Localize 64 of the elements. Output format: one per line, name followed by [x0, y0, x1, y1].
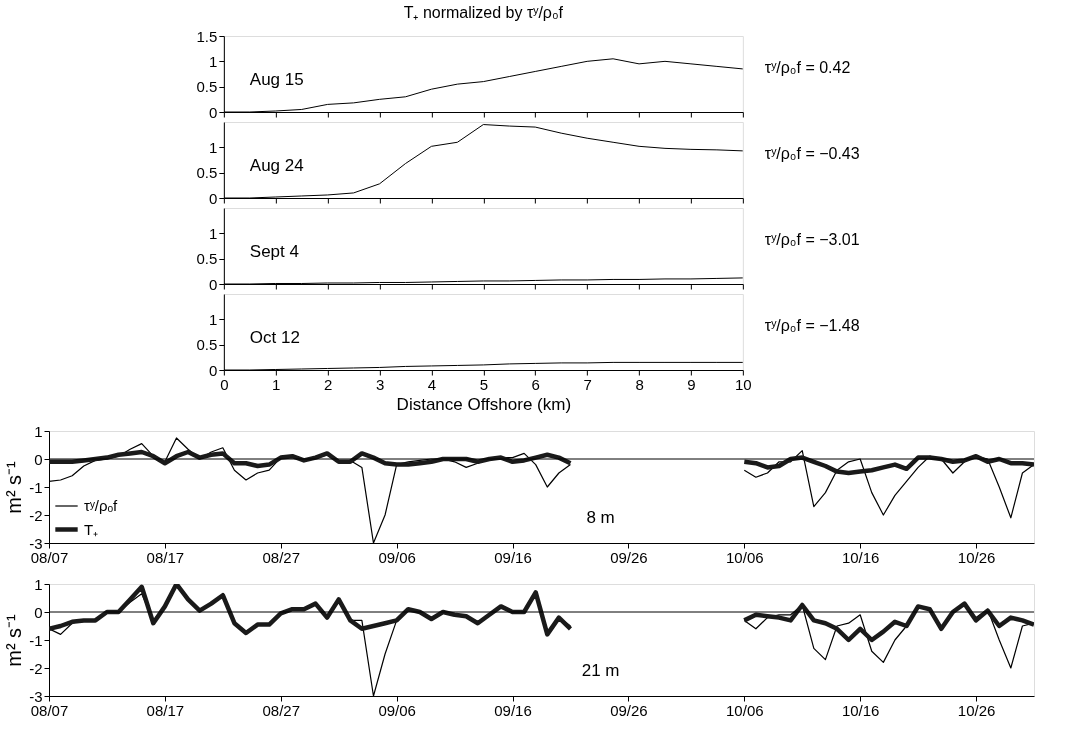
x-tick-label: 10/06 — [726, 701, 764, 719]
y-axis-title: m² s⁻¹ — [3, 460, 26, 514]
y-tick-label: 0 — [209, 275, 218, 293]
text: τʸ/ρ₀f = −1.48 — [764, 316, 860, 334]
chart-title: T₊ normalized by τʸ/ρ₀f — [403, 4, 564, 21]
annotation: 21 m — [581, 661, 620, 681]
y-tick-label: -2 — [29, 659, 43, 677]
x-tick-label: 6 — [531, 375, 540, 393]
x-tick-label: 10/26 — [957, 701, 996, 719]
y-axis-title: m² s⁻¹ — [3, 613, 26, 667]
legend-label: T₊ — [84, 520, 99, 538]
y-tick-label: 0 — [209, 103, 218, 121]
annotation: 8 m — [586, 508, 615, 528]
x-tick-label: 10 — [735, 375, 752, 393]
x-tick-label: 9 — [687, 375, 696, 393]
y-tick-label: 1 — [209, 224, 218, 242]
x-tick-label: 09/06 — [378, 701, 416, 719]
annotation: Aug 24 — [249, 156, 304, 176]
x-tick-label: 5 — [479, 375, 489, 393]
x-tick-label: 4 — [427, 375, 437, 393]
y-tick-label: 1 — [209, 310, 218, 328]
text: τʸ/ρ₀f = −0.43 — [764, 144, 860, 162]
x-tick-label: 10/16 — [841, 548, 880, 566]
annotation: Aug 15 — [249, 70, 304, 90]
x-tick-label: 7 — [583, 375, 592, 393]
x-tick-label: 08/27 — [262, 548, 301, 566]
y-tick-label: 0.5 — [196, 164, 218, 182]
x-tick-label: 08/27 — [262, 701, 301, 719]
x-tick-label: 10/26 — [957, 548, 996, 566]
x-tick-label: 09/16 — [494, 701, 532, 719]
y-tick-label: 0 — [209, 361, 218, 379]
y-tick-label: 0.5 — [196, 250, 218, 268]
x-tick-label: 10/06 — [726, 548, 764, 566]
y-tick-label: 1 — [34, 422, 43, 440]
y-tick-label: 0 — [209, 189, 218, 207]
y-tick-label: -1 — [29, 631, 43, 649]
text: τʸ/ρ₀f = −3.01 — [764, 230, 860, 248]
x-tick-label: 08/17 — [146, 548, 185, 566]
y-tick-label: -2 — [29, 506, 43, 524]
x-tick-label: 09/26 — [610, 701, 648, 719]
x-tick-label: 1 — [272, 375, 281, 393]
y-tick-label: 0.5 — [196, 336, 218, 354]
x-tick-label: 09/16 — [494, 548, 532, 566]
y-tick-label: 1.5 — [196, 27, 218, 45]
x-tick-label: 0 — [220, 375, 229, 393]
y-tick-label: 0 — [34, 450, 43, 468]
y-tick-label: 1 — [209, 138, 218, 156]
y-tick-label: -1 — [29, 478, 43, 496]
x-axis-title: Distance Offshore (km) — [396, 394, 572, 414]
x-tick-label: 8 — [635, 375, 644, 393]
x-tick-label: 09/06 — [378, 548, 416, 566]
y-tick-label: 1 — [34, 575, 43, 593]
y-tick-label: 1 — [209, 52, 218, 70]
legend-label: τʸ/ρₒf — [84, 497, 119, 514]
y-tick-label: 0 — [34, 603, 43, 621]
text: τʸ/ρ₀f = 0.42 — [764, 58, 851, 76]
annotation: Oct 12 — [249, 328, 300, 348]
y-tick-label: 0.5 — [196, 78, 218, 96]
annotation: Sept 4 — [249, 242, 299, 262]
x-tick-label: 09/26 — [610, 548, 648, 566]
x-tick-label: 2 — [323, 375, 333, 393]
x-tick-label: 08/17 — [146, 701, 185, 719]
x-tick-label: 3 — [375, 375, 385, 393]
x-tick-label: 10/16 — [841, 701, 880, 719]
